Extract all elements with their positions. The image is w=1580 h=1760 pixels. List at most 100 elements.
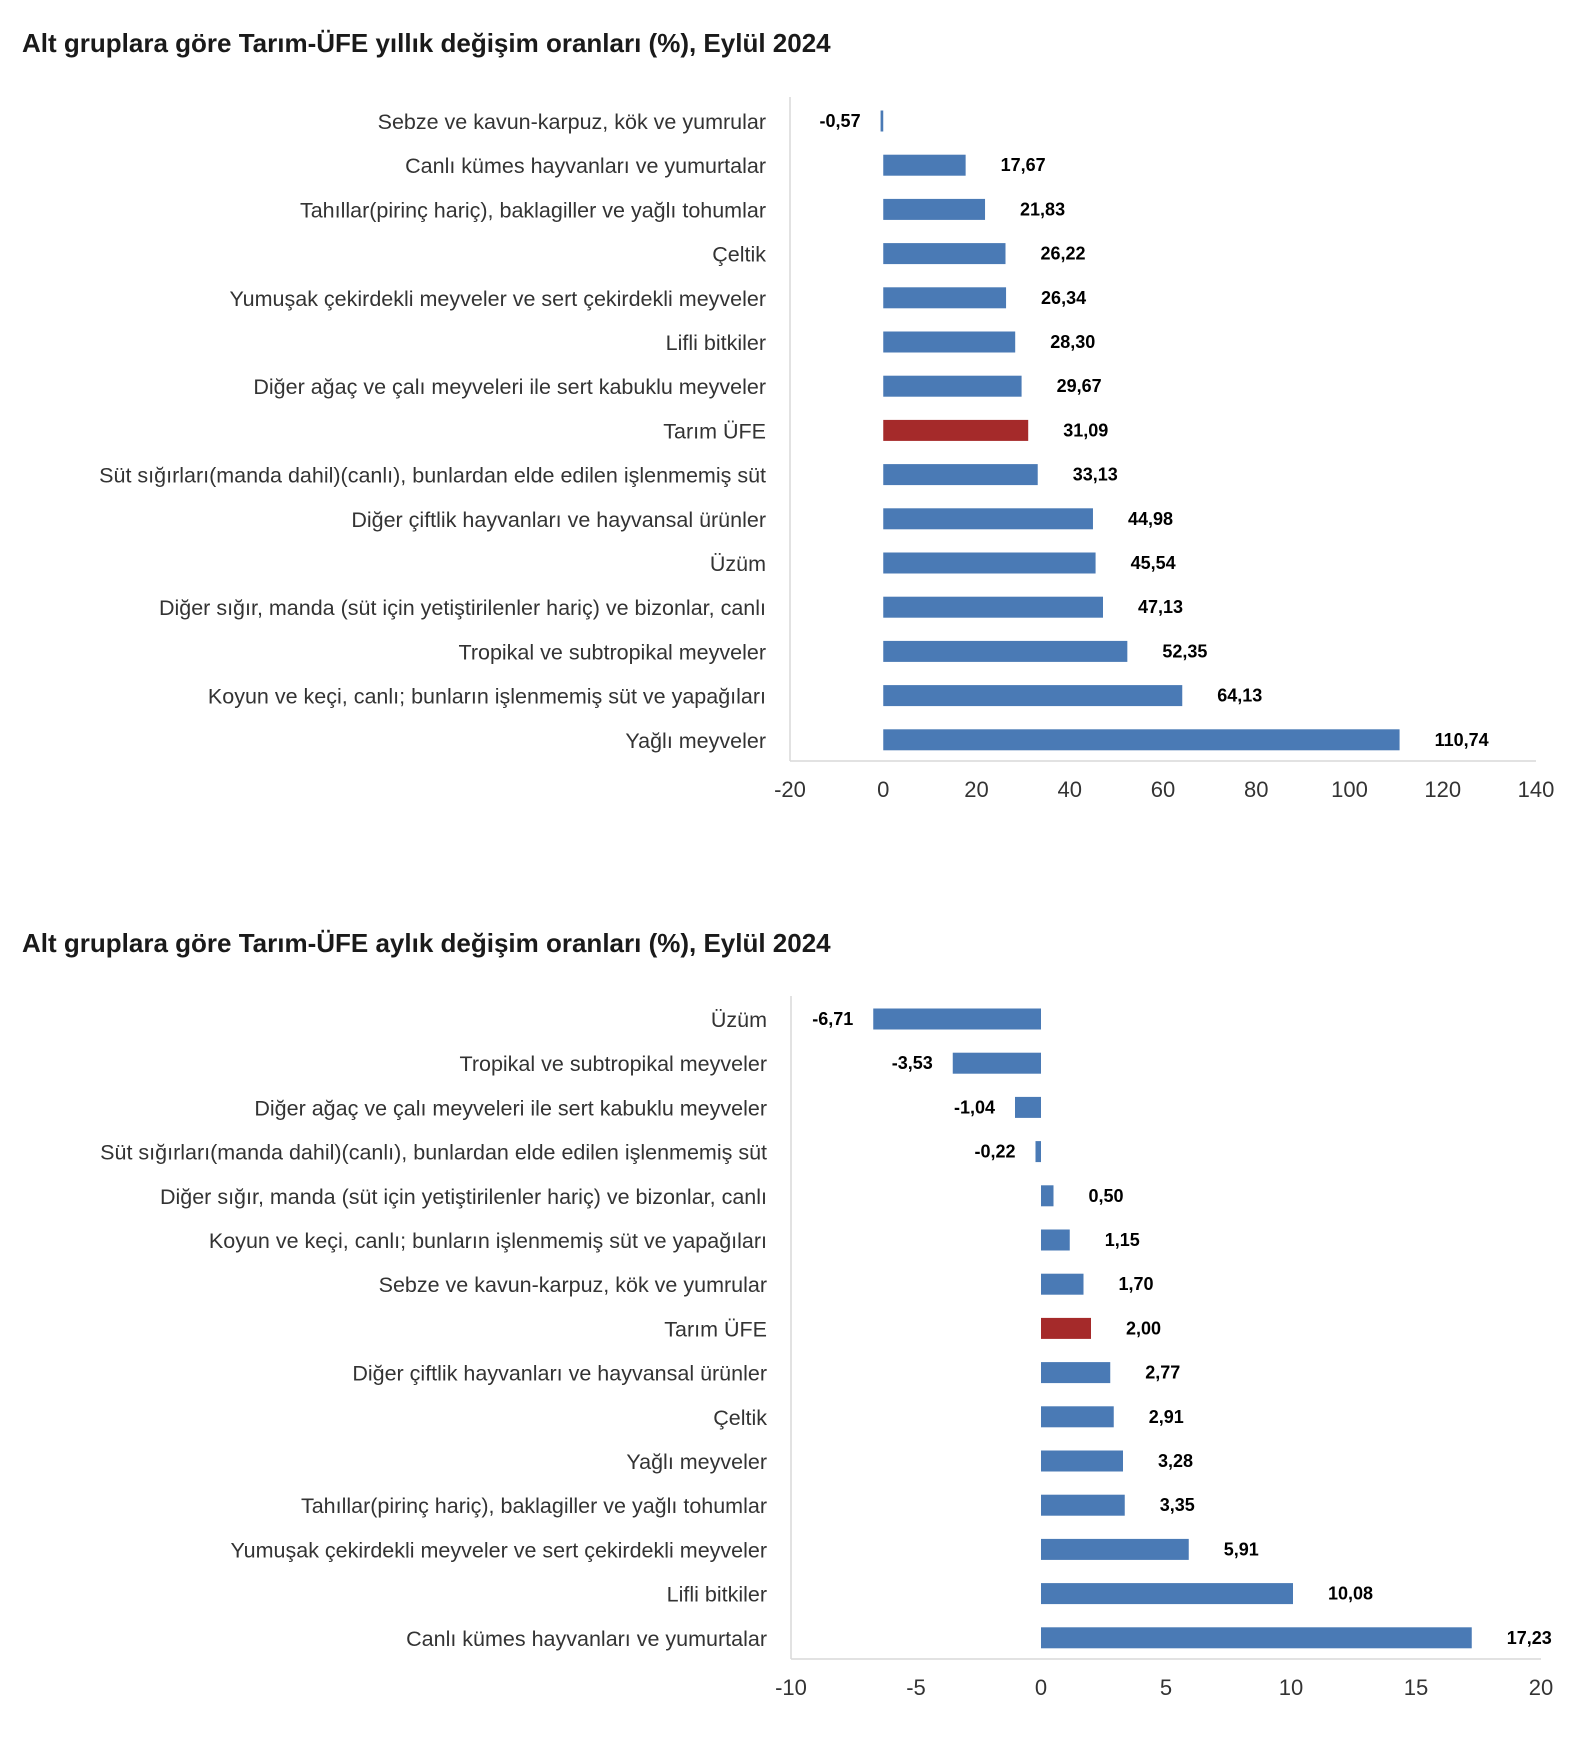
bar (873, 1008, 1041, 1030)
highlight-bar (883, 419, 1029, 441)
bar (883, 552, 1096, 574)
bar (883, 464, 1038, 486)
category-label: Sebze ve kavun-karpuz, kök ve yumrular (379, 1273, 767, 1297)
value-label: 26,22 (1041, 244, 1086, 264)
category-label: Yağlı meyveler (626, 1450, 767, 1474)
value-label: 17,23 (1507, 1628, 1552, 1648)
bar (883, 685, 1183, 707)
bar (883, 154, 966, 176)
value-label: -3,53 (892, 1053, 933, 1073)
value-label: 33,13 (1073, 465, 1118, 485)
category-label: Lifli bitkiler (666, 331, 766, 355)
category-label: Canlı kümes hayvanları ve yumurtalar (405, 154, 766, 178)
value-label: 52,35 (1162, 641, 1207, 661)
bar (1035, 1141, 1041, 1163)
value-label: 45,54 (1131, 553, 1176, 573)
value-label: 1,70 (1119, 1274, 1154, 1294)
x-tick-label: 140 (1518, 777, 1555, 802)
category-label: Tarım ÜFE (664, 1317, 767, 1341)
category-label: Tropikal ve subtropikal meyveler (459, 640, 767, 664)
bar (883, 287, 1007, 309)
bar (1041, 1450, 1123, 1472)
category-label: Yumuşak çekirdekli meyveler ve sert çeki… (230, 287, 766, 311)
bar (883, 375, 1022, 397)
bar (880, 110, 884, 132)
category-label: Üzüm (710, 552, 766, 576)
chart-title: Alt gruplara göre Tarım-ÜFE yıllık değiş… (22, 28, 831, 58)
bar (1041, 1627, 1472, 1649)
value-label: -0,22 (974, 1142, 1015, 1162)
bar (1041, 1406, 1114, 1428)
value-label: 0,50 (1089, 1186, 1124, 1206)
bar (1041, 1583, 1293, 1605)
x-tick-label: 5 (1160, 1675, 1172, 1700)
value-label: 5,91 (1224, 1539, 1259, 1559)
category-label: Tropikal ve subtropikal meyveler (460, 1052, 768, 1076)
bar (1041, 1362, 1111, 1384)
x-tick-label: 20 (1529, 1675, 1553, 1700)
value-label: 10,08 (1328, 1584, 1373, 1604)
category-label: Üzüm (711, 1008, 767, 1032)
category-label: Diğer sığır, manda (süt için yetiştirile… (160, 1185, 767, 1209)
value-label: 3,28 (1158, 1451, 1193, 1471)
chart-title: Alt gruplara göre Tarım-ÜFE aylık değişi… (22, 928, 831, 958)
x-tick-label: -10 (775, 1675, 807, 1700)
category-label: Süt sığırları(manda dahil)(canlı), bunla… (99, 464, 766, 488)
category-label: Çeltik (713, 1406, 767, 1430)
value-label: 64,13 (1217, 686, 1262, 706)
category-label: Yumuşak çekirdekli meyveler ve sert çeki… (231, 1538, 767, 1562)
bar (883, 198, 986, 220)
category-label: Lifli bitkiler (667, 1583, 767, 1607)
category-label: Sebze ve kavun-karpuz, kök ve yumrular (378, 110, 766, 134)
value-label: 17,67 (1001, 155, 1046, 175)
bar (883, 596, 1103, 618)
highlight-bar (1041, 1317, 1091, 1339)
x-tick-label: 20 (964, 777, 988, 802)
category-label: Tahıllar(pirinç hariç), baklagiller ve y… (300, 198, 766, 222)
bar (952, 1052, 1041, 1074)
value-label: -0,57 (820, 111, 861, 131)
annual-bar-chart: -20 0 20 40 60 80 100 120 140 Sebze ve kavun-karp… (99, 97, 1555, 802)
category-label: Tahıllar(pirinç hariç), baklagiller ve y… (301, 1494, 767, 1518)
value-label: -1,04 (954, 1097, 995, 1117)
value-label: 2,77 (1145, 1363, 1180, 1383)
bar (1041, 1273, 1084, 1295)
bar (883, 508, 1093, 530)
x-tick-label: -5 (906, 1675, 926, 1700)
bar (883, 640, 1128, 662)
category-label: Diğer ağaç ve çalı meyveleri ile sert ka… (253, 375, 766, 399)
category-label: Diğer sığır, manda (süt için yetiştirile… (159, 596, 766, 620)
category-label: Diğer çiftlik hayvanları ve hayvansal ür… (351, 508, 766, 532)
x-tick-label: 40 (1058, 777, 1082, 802)
x-tick-label: 0 (1035, 1675, 1047, 1700)
category-label: Koyun ve keçi, canlı; bunların işlenmemi… (208, 685, 766, 709)
value-label: 29,67 (1057, 376, 1102, 396)
bar (1041, 1229, 1070, 1251)
value-label: 3,35 (1160, 1495, 1195, 1515)
x-tick-label: 120 (1424, 777, 1461, 802)
bar (1015, 1096, 1041, 1118)
value-label: 1,15 (1105, 1230, 1140, 1250)
bar (883, 243, 1006, 265)
value-label: 2,00 (1126, 1318, 1161, 1338)
value-label: 21,83 (1020, 199, 1065, 219)
value-label: 110,74 (1435, 730, 1489, 750)
x-tick-label: 60 (1151, 777, 1175, 802)
category-label: Koyun ve keçi, canlı; bunların işlenmemi… (209, 1229, 767, 1253)
bar (1041, 1538, 1189, 1560)
value-label: -6,71 (812, 1009, 853, 1029)
value-label: 47,13 (1138, 597, 1183, 617)
x-tick-label: 100 (1331, 777, 1368, 802)
category-label: Canlı kümes hayvanları ve yumurtalar (406, 1627, 767, 1651)
category-label: Çeltik (712, 243, 766, 267)
bar (883, 729, 1400, 751)
value-label: 44,98 (1128, 509, 1173, 529)
bar (1041, 1494, 1125, 1516)
x-tick-label: 0 (877, 777, 889, 802)
x-tick-label: 10 (1279, 1675, 1303, 1700)
category-label: Tarım ÜFE (663, 419, 766, 443)
value-label: 26,34 (1041, 288, 1086, 308)
bar (1041, 1185, 1054, 1207)
value-label: 31,09 (1063, 420, 1108, 440)
